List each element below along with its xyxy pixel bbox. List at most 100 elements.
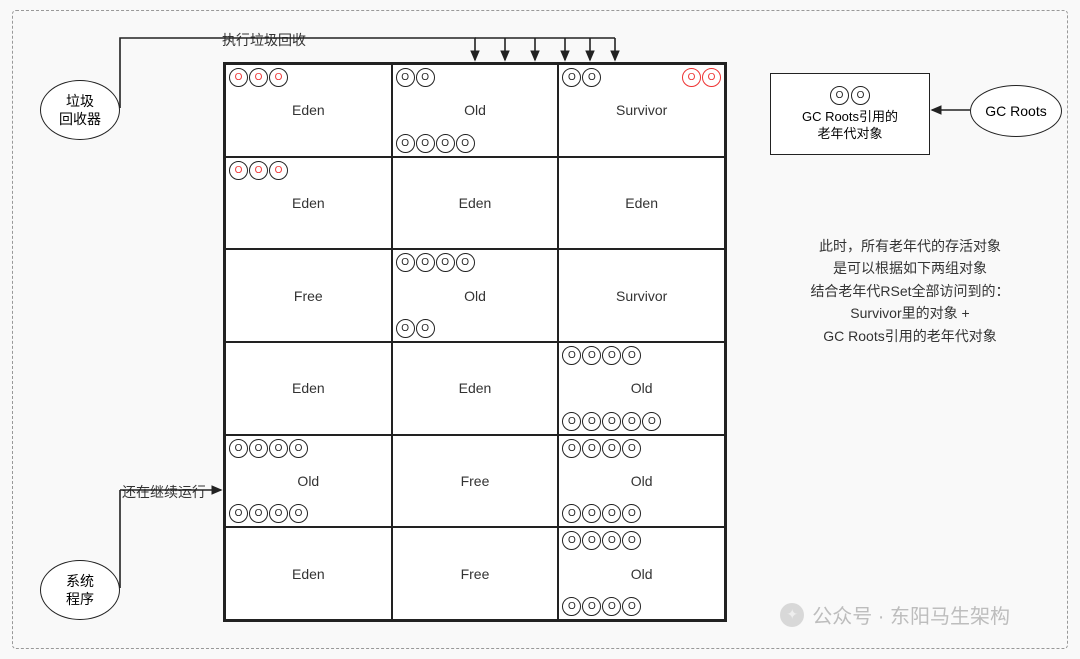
object-marker: O	[396, 319, 415, 338]
cell-label: Eden	[459, 195, 492, 211]
heap-cell: Eden	[225, 527, 392, 620]
system-program-oval: 系统程序	[40, 560, 120, 620]
object-marker: O	[229, 68, 248, 87]
cell-label: Eden	[292, 380, 325, 396]
gc-roots-oval: GC Roots	[970, 85, 1062, 137]
object-marker: O	[396, 68, 415, 87]
object-row: OOOO	[229, 504, 308, 523]
cell-label: Old	[464, 102, 486, 118]
object-marker: O	[562, 346, 581, 365]
object-marker: O	[602, 412, 621, 431]
object-marker: O	[602, 531, 621, 550]
object-marker: O	[582, 346, 601, 365]
object-marker: O	[229, 161, 248, 180]
gc-roots-ref-line2: 老年代对象	[817, 126, 882, 143]
object-row: OO	[396, 68, 435, 87]
cell-label: Old	[631, 473, 653, 489]
heap-cell: OldOOOOOOOO	[558, 435, 725, 528]
object-marker: O	[269, 161, 288, 180]
cell-label: Free	[461, 566, 490, 582]
object-marker: O	[416, 253, 435, 272]
object-marker: O	[562, 439, 581, 458]
object-row: OOO	[229, 68, 288, 87]
gc-roots-label: GC Roots	[985, 102, 1046, 120]
object-marker: O	[416, 319, 435, 338]
gc-roots-ref-line1: GC Roots引用的	[802, 109, 898, 126]
object-row: OOOO	[229, 439, 308, 458]
object-marker: O	[229, 439, 248, 458]
cell-label: Eden	[292, 195, 325, 211]
object-marker: O	[582, 531, 601, 550]
object-marker: O	[622, 504, 641, 523]
object-row: OO	[682, 68, 721, 87]
heap-cell: Survivor	[558, 249, 725, 342]
cell-label: Eden	[625, 195, 658, 211]
object-marker: O	[642, 412, 661, 431]
watermark-text: 公众号 · 东阳马生架构	[812, 600, 1010, 629]
object-marker: O	[582, 412, 601, 431]
heap-cell: Eden	[392, 157, 559, 250]
object-marker: O	[269, 68, 288, 87]
heap-cell: EdenOOO	[225, 64, 392, 157]
object-marker: O	[229, 504, 248, 523]
heap-grid: EdenOOOOldOOOOOOSurvivorOOOOEdenOOOEdenE…	[223, 62, 727, 622]
object-marker: O	[622, 412, 641, 431]
object-marker: O	[602, 504, 621, 523]
heap-cell: Eden	[225, 342, 392, 435]
system-program-label: 系统程序	[66, 572, 94, 608]
object-row: OOO	[229, 161, 288, 180]
gc-roots-ref-objects: OO	[830, 86, 870, 105]
cell-label: Old	[297, 473, 319, 489]
heap-cell: SurvivorOOOO	[558, 64, 725, 157]
object-marker: O	[622, 439, 641, 458]
cell-label: Free	[461, 473, 490, 489]
object-marker: O	[416, 68, 435, 87]
object-marker: O	[269, 504, 288, 523]
object-marker: O	[289, 504, 308, 523]
description-text: 此时，所有老年代的存活对象是可以根据如下两组对象结合老年代RSet全部访问到的：…	[775, 235, 1045, 347]
object-row: OOOOO	[562, 412, 661, 431]
object-marker: O	[436, 134, 455, 153]
object-row: OOOO	[562, 597, 641, 616]
object-marker: O	[396, 253, 415, 272]
object-marker: O	[562, 597, 581, 616]
gc-roots-ref-box: OO GC Roots引用的 老年代对象	[770, 73, 930, 155]
gc-action-label: 执行垃圾回收	[222, 30, 306, 50]
garbage-collector-label: 垃圾回收器	[59, 92, 101, 128]
cell-label: Eden	[292, 566, 325, 582]
heap-cell: OldOOOOOOOO	[225, 435, 392, 528]
object-marker: O	[851, 86, 870, 105]
heap-cell: Free	[225, 249, 392, 342]
object-marker: O	[456, 253, 475, 272]
heap-cell: OldOOOOOOOO	[558, 527, 725, 620]
object-marker: O	[562, 412, 581, 431]
object-marker: O	[702, 68, 721, 87]
object-marker: O	[269, 439, 288, 458]
object-row: OOOO	[396, 134, 475, 153]
heap-cell: OldOOOOOOOOO	[558, 342, 725, 435]
object-marker: O	[682, 68, 701, 87]
object-marker: O	[622, 531, 641, 550]
heap-cell: Free	[392, 435, 559, 528]
object-marker: O	[582, 597, 601, 616]
object-marker: O	[249, 68, 268, 87]
watermark: ✦ 公众号 · 东阳马生架构	[780, 600, 1010, 629]
cell-label: Survivor	[616, 288, 667, 304]
object-marker: O	[562, 504, 581, 523]
object-row: OO	[562, 68, 601, 87]
cell-label: Eden	[292, 102, 325, 118]
wechat-icon: ✦	[780, 603, 804, 627]
object-row: OOOO	[562, 504, 641, 523]
object-row: OOOO	[562, 346, 641, 365]
cell-label: Survivor	[616, 102, 667, 118]
object-row: OOOO	[562, 531, 641, 550]
object-marker: O	[416, 134, 435, 153]
cell-label: Old	[631, 566, 653, 582]
object-marker: O	[562, 531, 581, 550]
object-marker: O	[249, 161, 268, 180]
cell-label: Old	[464, 288, 486, 304]
running-label: 还在继续运行	[122, 482, 206, 502]
object-marker: O	[582, 439, 601, 458]
object-marker: O	[582, 504, 601, 523]
heap-cell: Eden	[392, 342, 559, 435]
